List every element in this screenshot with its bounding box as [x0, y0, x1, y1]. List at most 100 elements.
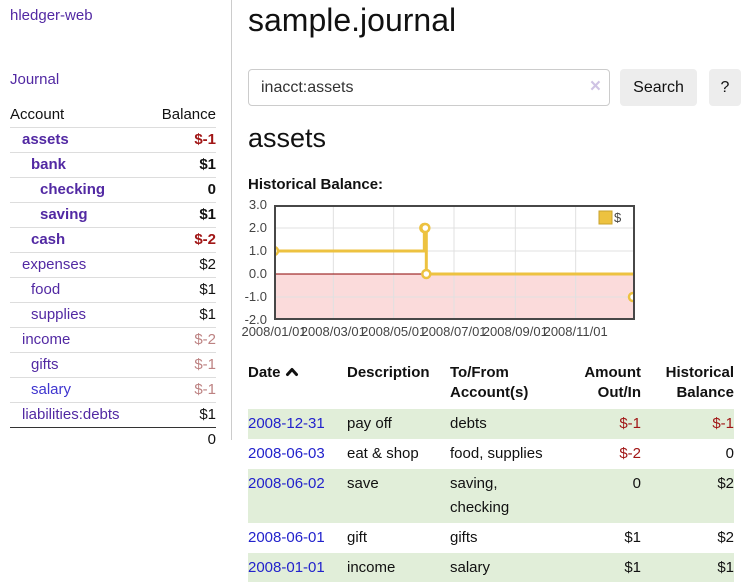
transaction-accounts: debts — [450, 415, 487, 432]
accounts-total-row: 0 — [10, 427, 216, 452]
transaction-amount: $-1 — [619, 415, 641, 432]
account-column-header: Account — [10, 106, 65, 123]
date-column-header[interactable]: Date — [248, 360, 347, 409]
app-title-link[interactable]: hledger-web — [10, 7, 93, 24]
account-balance: $-1 — [147, 352, 216, 378]
data-point — [420, 222, 431, 234]
account-balance: $1 — [147, 277, 216, 303]
account-balance: $-1 — [147, 377, 216, 403]
account-balance: $2 — [147, 252, 216, 278]
account-row: salary $-1 — [10, 377, 216, 403]
transaction-date-link[interactable]: 2008-12-31 — [248, 415, 325, 432]
chart-plot-area: $ — [274, 205, 635, 320]
account-row: income $-2 — [10, 327, 216, 353]
transaction-description: eat & shop — [347, 445, 419, 462]
legend-swatch — [598, 210, 613, 225]
register-header-row: Date Description To/From Account(s) Amou… — [248, 360, 734, 409]
register-row: 2008-06-01 gift gifts $1 $2 — [248, 523, 734, 553]
account-link-cash[interactable]: cash — [31, 231, 66, 248]
account-link-bank[interactable]: bank — [31, 156, 67, 173]
amount-column-header: Amount Out/In — [584, 364, 641, 401]
sidebar-item-journal[interactable]: Journal — [10, 71, 60, 88]
y-tick-label: 3.0 — [248, 197, 267, 212]
y-tick-label: -1.0 — [244, 289, 267, 304]
accounts-header-row: Account Balance — [10, 103, 216, 128]
y-tick-label: 0.0 — [248, 266, 267, 281]
account-balance: $1 — [147, 302, 216, 328]
transaction-balance: $-1 — [712, 415, 734, 432]
account-row: supplies $1 — [10, 302, 216, 328]
register-row: 2008-01-01 income salary $1 $1 — [248, 553, 734, 582]
account-balance: $-2 — [147, 327, 216, 353]
transaction-amount: $1 — [624, 529, 641, 546]
x-tick-label: 2008/09/01 — [482, 324, 548, 339]
account-link-expenses[interactable]: expenses — [22, 256, 87, 273]
sidebar-accounts-table: Account Balance assets $-1 bank $1 check… — [10, 103, 216, 452]
transaction-balance: $2 — [717, 475, 734, 492]
x-tick-label: 2008/03/01 — [300, 324, 366, 339]
account-link-supplies[interactable]: supplies — [31, 306, 87, 323]
account-row: expenses $2 — [10, 252, 216, 278]
transaction-accounts: food, supplies — [450, 445, 543, 462]
account-balance: 0 — [147, 177, 216, 203]
account-row: saving $1 — [10, 202, 216, 228]
account-link-liabilities-debts[interactable]: liabilities:debts — [22, 406, 120, 423]
sidebar: hledger-web Journal Account Balance asse… — [0, 0, 232, 452]
transaction-date-link[interactable]: 2008-06-03 — [248, 445, 325, 462]
transaction-date-link[interactable]: 2008-06-01 — [248, 529, 325, 546]
transaction-description: pay off — [347, 415, 392, 432]
search-input[interactable] — [248, 69, 610, 106]
register-row: 2008-12-31 pay off debts $-1 $-1 — [248, 409, 734, 439]
balance-column-header: Balance — [161, 106, 216, 123]
account-link-income[interactable]: income — [22, 331, 71, 348]
search-form: × Search ? — [248, 69, 742, 106]
page-title: sample.journal — [248, 2, 457, 38]
transaction-accounts: salary — [450, 559, 491, 576]
transaction-amount: 0 — [632, 475, 641, 492]
clear-search-icon[interactable]: × — [589, 76, 601, 97]
transaction-date-link[interactable]: 2008-06-02 — [248, 475, 325, 492]
account-row: bank $1 — [10, 152, 216, 178]
sort-ascending-icon — [285, 363, 299, 383]
account-row: cash $-2 — [10, 227, 216, 253]
account-row: liabilities:debts $1 — [10, 402, 216, 428]
account-balance: $1 — [147, 402, 216, 428]
account-balance: $-1 — [147, 127, 216, 153]
balance-column-header: Historical Balance — [665, 364, 734, 401]
account-row: assets $-1 — [10, 127, 216, 153]
account-link-assets[interactable]: assets — [22, 131, 69, 148]
account-balance: $1 — [147, 152, 216, 178]
transaction-description: income — [347, 559, 396, 576]
transaction-date-link[interactable]: 2008-01-01 — [248, 559, 325, 576]
account-row: gifts $-1 — [10, 352, 216, 378]
account-link-salary[interactable]: salary — [31, 381, 72, 398]
account-link-checking[interactable]: checking — [40, 181, 106, 198]
x-tick-label: 2008/07/01 — [421, 324, 487, 339]
legend-label: $ — [614, 210, 622, 225]
balance-chart: 3.0 2.0 1.0 0.0 -1.0 -2.0 $ 2008/01/01 2008/03… — [241, 198, 671, 343]
account-link-food[interactable]: food — [31, 281, 61, 298]
search-button[interactable]: Search — [620, 69, 697, 106]
account-heading: assets — [248, 123, 327, 153]
data-point — [421, 268, 432, 280]
account-link-gifts[interactable]: gifts — [31, 356, 59, 373]
y-axis-labels: 3.0 2.0 1.0 0.0 -1.0 -2.0 — [241, 198, 270, 327]
account-row: food $1 — [10, 277, 216, 303]
accounts-total-value: 0 — [147, 427, 216, 452]
help-button[interactable]: ? — [709, 69, 741, 106]
transaction-balance: $1 — [717, 559, 734, 576]
x-tick-label: 2008/11/01 — [543, 324, 608, 339]
x-tick-label: 2008/05/01 — [361, 324, 427, 339]
account-link-saving[interactable]: saving — [40, 206, 88, 223]
transaction-description: gift — [347, 529, 368, 546]
register-row: 2008-06-02 save saving, checking 0 $2 — [248, 469, 734, 523]
accounts-column-header: To/From Account(s) — [450, 364, 529, 401]
chart-title: Historical Balance: — [248, 176, 384, 193]
transaction-balance: 0 — [725, 445, 734, 462]
transaction-accounts: saving, checking — [450, 475, 510, 516]
register-table: Date Description To/From Account(s) Amou… — [248, 360, 734, 582]
register-row: 2008-06-03 eat & shop food, supplies $-2… — [248, 439, 734, 469]
transaction-accounts: gifts — [450, 529, 478, 546]
y-tick-label: -2.0 — [244, 312, 267, 327]
